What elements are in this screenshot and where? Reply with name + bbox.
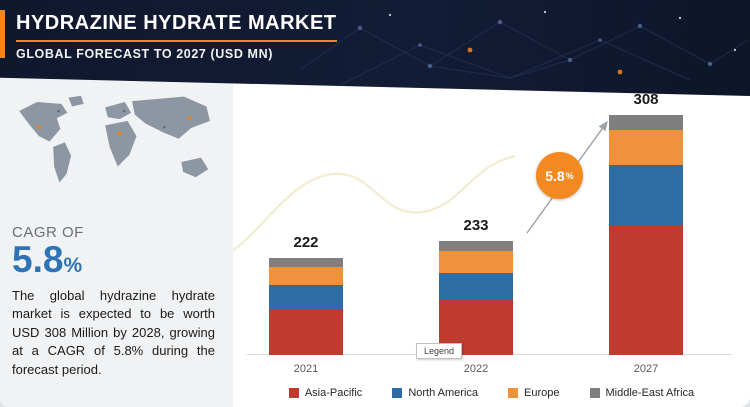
cagr-label: CAGR OF xyxy=(12,224,84,241)
bar-segment-north-america xyxy=(439,272,513,299)
bar-2022 xyxy=(439,241,513,355)
growth-rate-value: 5.8 xyxy=(545,167,565,184)
legend-swatch xyxy=(508,388,519,398)
bar-chart: 5.8 % Legend Asia-Pacific North America Eu… xyxy=(233,80,750,407)
legend-label: Middle-East Africa xyxy=(605,387,695,399)
bar-total-label: 233 xyxy=(463,217,489,234)
network-pattern-decoration xyxy=(299,10,749,86)
bar-total-label: 308 xyxy=(633,91,659,108)
cagr-value: 5.8% xyxy=(12,239,219,280)
legend-label: North America xyxy=(408,387,479,399)
growth-rate-unit: % xyxy=(565,170,574,181)
bar-segment-middle-east-africa xyxy=(269,258,343,268)
legend-label: Asia-Pacific xyxy=(304,387,363,399)
cagr-unit: % xyxy=(63,254,83,277)
legend-swatch xyxy=(589,388,600,398)
legend-swatch xyxy=(288,388,299,398)
bar-segment-europe xyxy=(609,129,683,165)
x-axis-label: 2021 xyxy=(293,363,319,375)
legend-item-middle-east-africa: Middle-East Africa xyxy=(589,387,695,399)
x-axis-label: 2027 xyxy=(633,363,659,375)
legend-item-europe: Europe xyxy=(508,387,560,399)
bar-segment-middle-east-africa xyxy=(609,115,683,130)
bar-2021 xyxy=(269,258,343,355)
bar-segment-asia-pacific xyxy=(269,310,343,355)
legend-label: Europe xyxy=(524,387,560,399)
world-map xyxy=(12,90,227,218)
legend-tooltip: Legend xyxy=(416,343,463,359)
bar-segment-europe xyxy=(269,267,343,286)
cagr-number: 5.8 xyxy=(12,239,64,280)
bar-segment-europe xyxy=(439,250,513,273)
growth-rate-badge: 5.8 % xyxy=(536,152,583,199)
x-axis-label: 2022 xyxy=(463,363,489,375)
legend-item-north-america: North America xyxy=(392,387,478,399)
bar-segment-asia-pacific xyxy=(609,224,683,355)
bar-2027 xyxy=(609,115,683,355)
bar-segment-north-america xyxy=(269,285,343,310)
sidebar: CAGR OF 5.8% The global hydrazine hydrat… xyxy=(0,78,233,407)
bar-segment-middle-east-africa xyxy=(439,241,513,251)
header-band: HYDRAZINE HYDRATE MARKET GLOBAL FORECAST… xyxy=(0,0,750,96)
bar-total-label: 222 xyxy=(293,234,319,251)
page-title: HYDRAZINE HYDRATE MARKET xyxy=(16,12,337,42)
legend-swatch xyxy=(392,388,403,398)
header-accent-stripe xyxy=(0,10,5,58)
legend-item-asia-pacific: Asia-Pacific xyxy=(288,387,363,399)
page-subtitle: GLOBAL FORECAST TO 2027 (USD MN) xyxy=(16,47,273,61)
bar-segment-north-america xyxy=(609,164,683,225)
chart-legend: Asia-Pacific North America Europe Middle-Ea… xyxy=(233,387,750,399)
cagr-description: The global hydrazine hydrate market is e… xyxy=(12,287,215,377)
